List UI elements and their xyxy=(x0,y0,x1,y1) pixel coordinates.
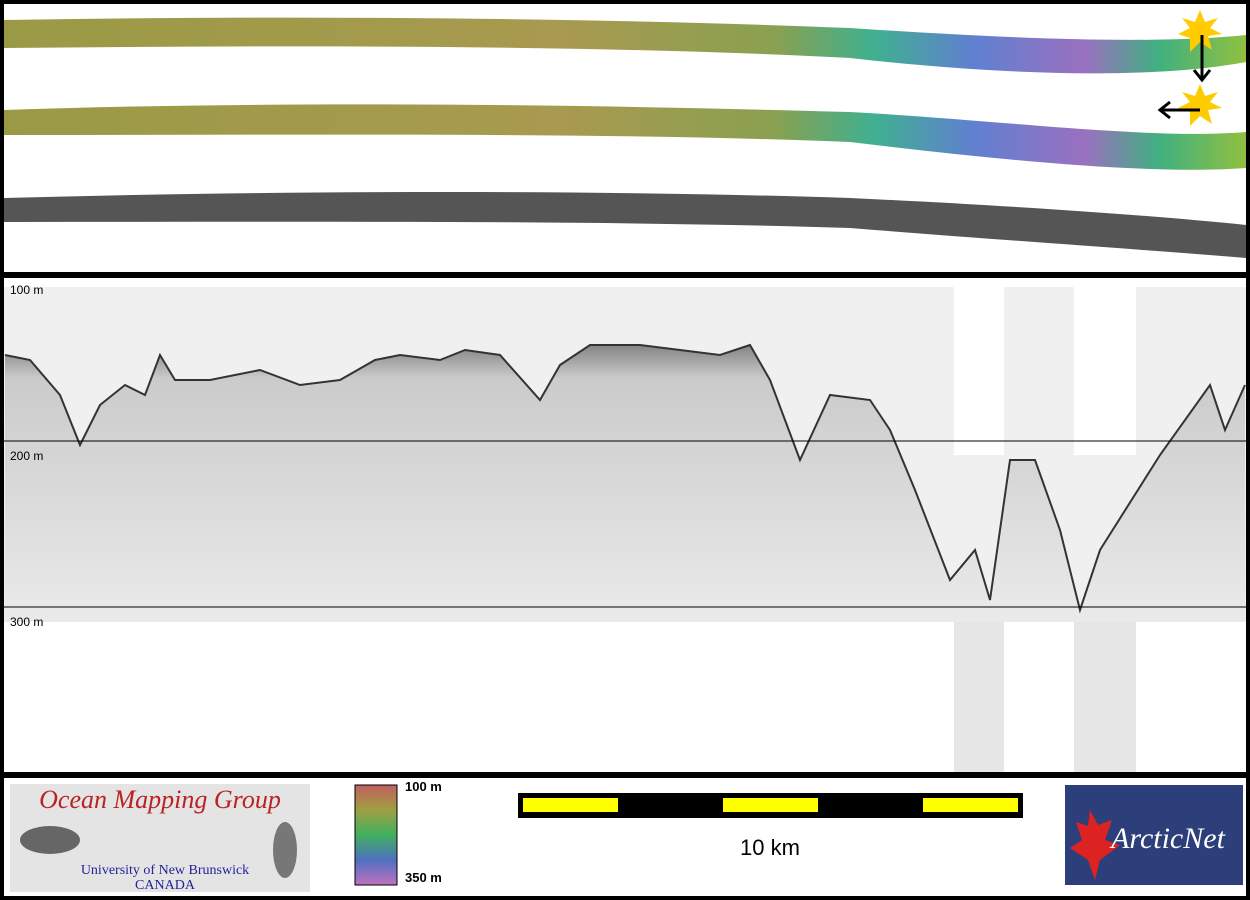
scale-label: 10 km xyxy=(740,835,800,860)
logo-text: CANADA xyxy=(135,878,196,893)
logo-title: Ocean Mapping Group xyxy=(39,785,281,814)
gap xyxy=(1074,287,1136,455)
scale-segment xyxy=(523,798,618,812)
swath-backscatter xyxy=(4,192,1246,258)
logo-text: University of New Brunswick xyxy=(81,863,249,878)
seabed-line xyxy=(4,343,1246,614)
maple-leaf xyxy=(1070,810,1120,880)
logo-graphic xyxy=(273,822,297,878)
sun-icon xyxy=(1157,84,1222,126)
depth-label: 300 m xyxy=(10,615,43,629)
color-bar xyxy=(354,784,398,886)
swath-shaded-2 xyxy=(4,104,1246,170)
depth-label: 200 m xyxy=(10,449,43,463)
swath-shaded xyxy=(4,17,1246,74)
seabed-echo xyxy=(5,345,1245,622)
depth-label: 100 m xyxy=(10,283,43,297)
scale-segment xyxy=(923,798,1018,812)
color-bar-label: 100 m xyxy=(405,779,442,794)
gap xyxy=(954,287,1004,455)
color-bar-label: 350 m xyxy=(405,870,442,885)
profile-extension xyxy=(1074,622,1136,772)
sun-icon xyxy=(1178,10,1222,83)
logo-title: ArcticNet xyxy=(1109,822,1226,855)
logo-graphic xyxy=(20,826,80,854)
profile-extension xyxy=(954,622,1004,772)
scale-segment xyxy=(723,798,818,812)
